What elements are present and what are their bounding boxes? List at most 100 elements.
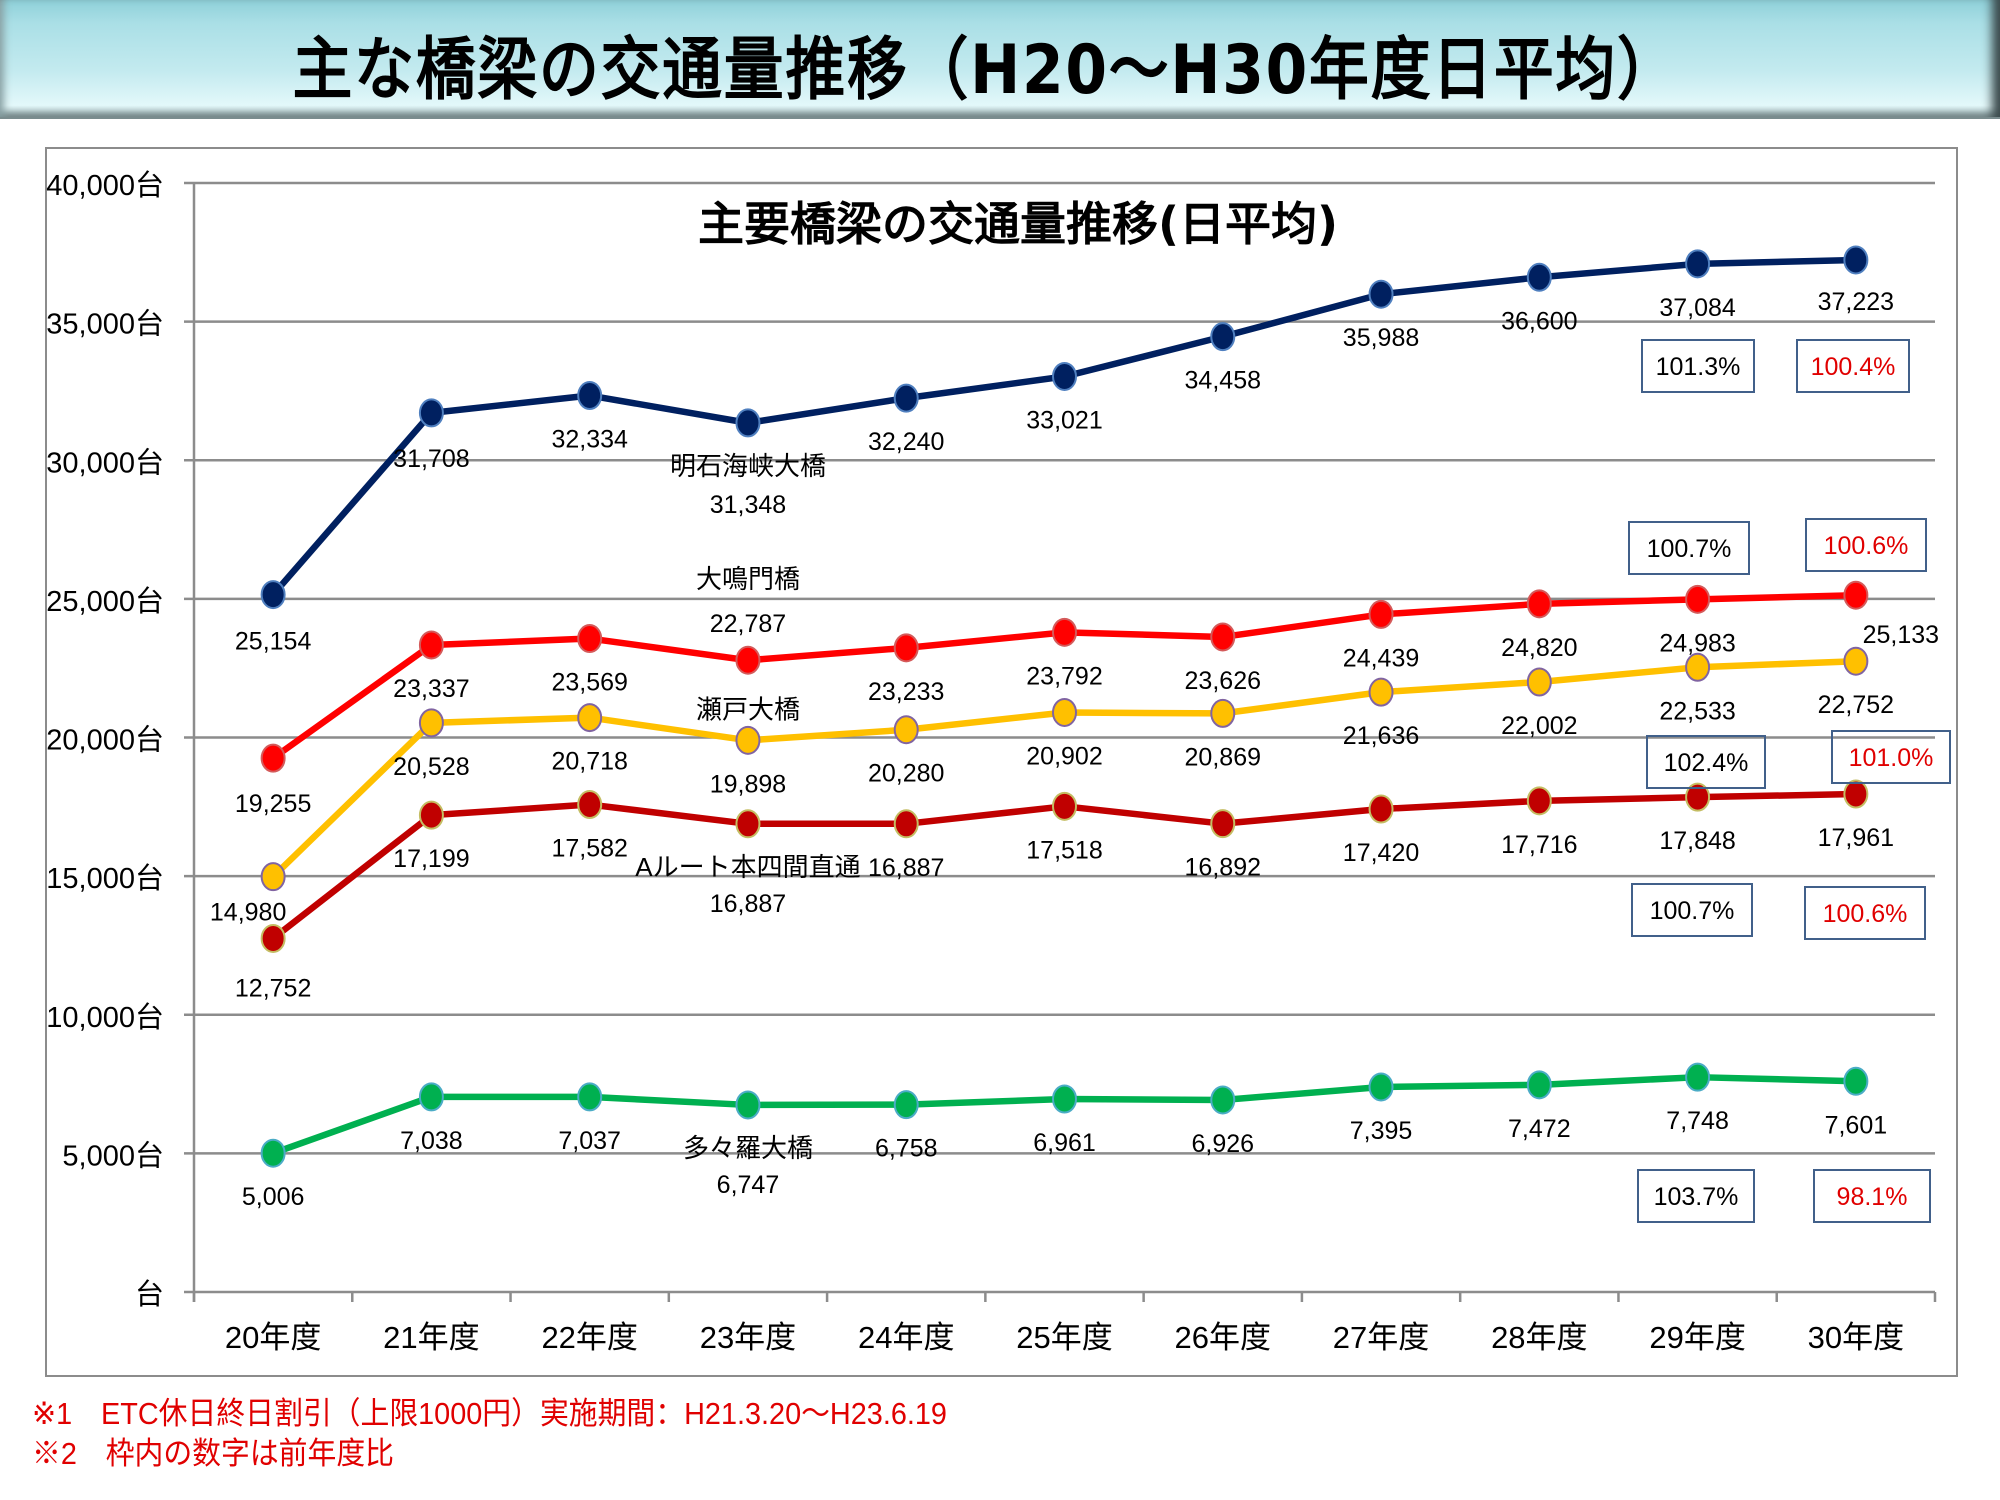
- data-point: [418, 800, 444, 830]
- chart-title: 主要橋梁の交通量推移(日平均): [698, 197, 1338, 251]
- data-label: 16,887: [868, 854, 944, 882]
- data-label: 17,716: [1501, 831, 1577, 859]
- data-point: [1526, 589, 1552, 619]
- data-label: 22,533: [1659, 697, 1735, 725]
- data-point: [1685, 584, 1711, 614]
- yoy-ratio-text: 101.0%: [1849, 744, 1934, 772]
- yoy-ratio-box: 100.7%: [1628, 521, 1750, 575]
- yoy-ratio-text: 103.7%: [1654, 1183, 1739, 1211]
- y-tick-label: 20,000台: [46, 724, 164, 757]
- series-name-label: 大鳴門橋: [696, 564, 800, 594]
- data-point: [1052, 617, 1077, 647]
- data-point: [1368, 794, 1394, 824]
- data-label: 17,961: [1818, 824, 1894, 852]
- data-point: [418, 398, 444, 428]
- data-label: 6,758: [875, 1135, 938, 1163]
- data-point: [577, 790, 603, 820]
- data-label: 22,787: [710, 610, 786, 638]
- series-3: [260, 646, 1869, 892]
- data-point: [735, 408, 761, 438]
- data-label: 23,337: [393, 675, 469, 703]
- data-label: 23,792: [1026, 662, 1102, 690]
- data-point: [1526, 1070, 1552, 1100]
- series-name-label: 多々羅大橋: [683, 1133, 813, 1163]
- data-point: [893, 633, 919, 663]
- data-label: 23,626: [1185, 667, 1261, 695]
- data-point: [735, 809, 761, 839]
- data-point: [418, 1082, 444, 1112]
- y-tick-label: 10,000台: [46, 1001, 164, 1034]
- data-label: 32,334: [551, 426, 628, 454]
- series-1: [260, 245, 1869, 610]
- data-label: 31,348: [710, 491, 786, 519]
- yoy-ratio-text: 98.1%: [1837, 1183, 1908, 1211]
- data-label: 24,820: [1501, 634, 1577, 662]
- data-label: 7,601: [1825, 1111, 1888, 1139]
- data-label: 17,420: [1343, 839, 1419, 867]
- x-tick-label: 27年度: [1333, 1320, 1429, 1355]
- data-label: 31,708: [393, 445, 469, 473]
- yoy-ratio-box: 100.6%: [1804, 886, 1926, 940]
- data-point: [1843, 1066, 1869, 1096]
- data-point: [893, 1090, 919, 1120]
- data-label: 7,037: [558, 1127, 621, 1155]
- data-label: 24,983: [1659, 629, 1735, 657]
- data-point: [1843, 646, 1869, 676]
- series-name-label: Aルート本四間直通: [635, 852, 860, 882]
- data-point: [577, 624, 603, 654]
- data-point: [1685, 652, 1711, 682]
- data-point: [1052, 361, 1077, 391]
- data-point: [1843, 580, 1869, 610]
- data-point: [735, 725, 761, 755]
- data-point: [1210, 322, 1236, 352]
- data-label: 21,636: [1343, 722, 1419, 750]
- x-tick-label: 28年度: [1491, 1320, 1587, 1355]
- yoy-ratio-box: 101.3%: [1641, 339, 1755, 393]
- data-label: 22,752: [1818, 691, 1894, 719]
- data-point: [1052, 1084, 1077, 1114]
- data-label: 6,926: [1191, 1130, 1254, 1158]
- data-point: [418, 630, 444, 660]
- data-label: 7,395: [1350, 1117, 1413, 1145]
- data-label: 24,439: [1343, 644, 1419, 672]
- x-tick-label: 21年度: [383, 1320, 479, 1355]
- yoy-ratio-text: 100.7%: [1647, 535, 1732, 563]
- x-tick-label: 20年度: [225, 1320, 321, 1355]
- data-point: [893, 809, 919, 839]
- axes: 台 5,000台 10,000台 15,000台 20,000台 25,000台 30,00…: [46, 169, 1937, 1355]
- series-2: [260, 580, 1869, 773]
- data-label: 34,458: [1185, 367, 1261, 395]
- data-point: [1052, 791, 1077, 821]
- data-label: 22,002: [1501, 712, 1577, 740]
- data-point: [260, 580, 286, 610]
- data-label: 12,752: [235, 974, 311, 1002]
- data-label: 23,233: [868, 678, 944, 706]
- data-point: [1843, 245, 1869, 275]
- data-label: 32,240: [868, 428, 944, 456]
- series-4: [260, 779, 1869, 953]
- data-point: [260, 743, 286, 773]
- data-point: [1526, 667, 1552, 697]
- data-label: 19,898: [710, 770, 786, 798]
- data-label: 17,199: [393, 845, 469, 873]
- series-name-label: 明石海峡大橋: [670, 451, 826, 481]
- yoy-ratio-text: 101.3%: [1656, 353, 1741, 381]
- data-point: [577, 1082, 603, 1112]
- yoy-ratio-box: 102.4%: [1646, 735, 1766, 789]
- data-label: 36,600: [1501, 307, 1577, 335]
- data-label: 5,006: [242, 1183, 305, 1211]
- data-point: [418, 708, 444, 738]
- data-point: [893, 383, 919, 413]
- data-point: [1368, 599, 1394, 629]
- data-point: [1843, 779, 1869, 809]
- data-label: 7,038: [400, 1127, 463, 1155]
- data-label: 19,255: [235, 790, 311, 818]
- series: [260, 245, 1869, 1168]
- data-label: 17,848: [1659, 827, 1735, 855]
- data-label: 20,902: [1026, 742, 1102, 770]
- x-tick-label: 30年度: [1808, 1320, 1904, 1355]
- y-tick-label: 35,000台: [46, 308, 164, 341]
- data-label: 17,582: [551, 835, 627, 863]
- yoy-ratio-text: 100.6%: [1823, 900, 1908, 928]
